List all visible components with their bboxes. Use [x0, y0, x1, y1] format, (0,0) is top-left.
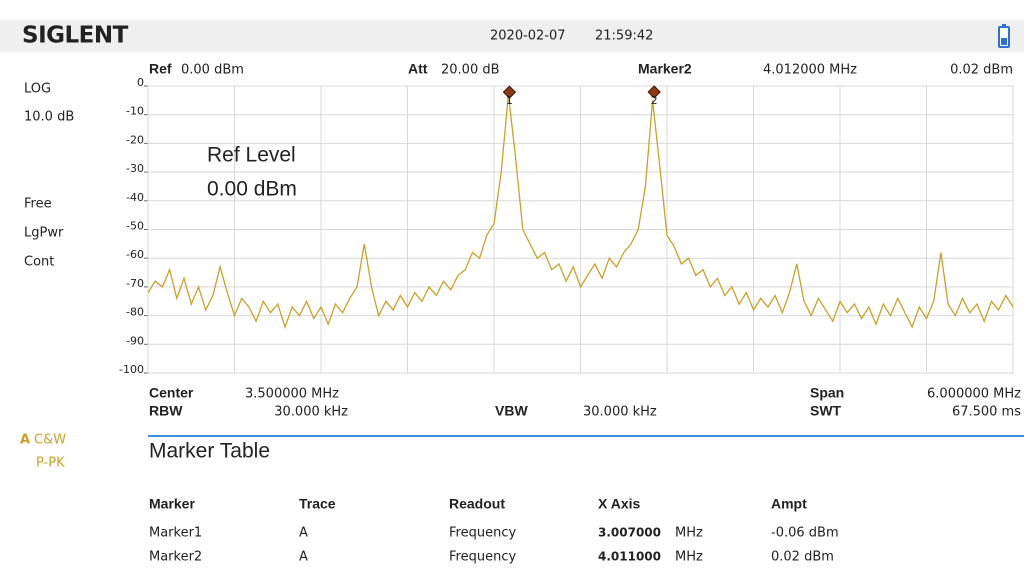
span-value: 6.000000 MHz	[927, 387, 1021, 402]
column-header: Marker	[149, 496, 195, 512]
swt-label: SWT	[810, 403, 842, 419]
side-label: LOG	[24, 82, 51, 97]
att-value: 20.00 dB	[441, 63, 500, 78]
trace-mode: C&W	[34, 433, 66, 448]
y-tick-label: -30	[126, 162, 144, 175]
y-tick-label: -60	[126, 248, 144, 261]
column-header: X Axis	[598, 496, 640, 512]
y-tick-label: -10	[126, 105, 144, 118]
side-label: Free	[24, 197, 52, 212]
trace-detector: P-PK	[36, 456, 65, 471]
vbw-value: 30.000 kHz	[583, 405, 657, 420]
y-tick-label: -40	[126, 191, 144, 204]
marker	[502, 85, 517, 99]
y-tick-label: 0	[137, 76, 144, 89]
vbw-label: VBW	[495, 403, 528, 419]
marker-label: Marker2	[638, 61, 692, 77]
rbw-label: RBW	[149, 403, 183, 419]
ref-value: 0.00 dBm	[181, 63, 244, 78]
att-label: Att	[408, 61, 428, 77]
column-header: Trace	[299, 496, 336, 512]
column-header: Ampt	[771, 496, 807, 512]
table-cell: 4.011000	[598, 550, 661, 564]
annotation: Ref Level	[207, 144, 296, 167]
span-label: Span	[810, 385, 844, 401]
table-cell: A	[299, 550, 308, 565]
table-cell: 3.007000	[598, 526, 661, 540]
trace	[147, 94, 1014, 330]
marker	[647, 85, 661, 99]
date: 2020-02-07	[490, 29, 566, 44]
trace-id: A	[20, 433, 30, 448]
y-tick-label: -90	[126, 334, 144, 347]
plot: 0 -10 -20 -30 -40 -50 -60 -70 -80 -90 -100 Ref Leve…	[119, 76, 1014, 376]
table-cell: A	[299, 526, 308, 541]
marker-label: 2	[651, 94, 658, 107]
annotation: 0.00 dBm	[207, 178, 297, 201]
time: 21:59:42	[595, 29, 653, 44]
side-label: Cont	[24, 255, 54, 270]
column-header: Readout	[449, 496, 505, 512]
y-tick-label: -50	[126, 220, 144, 233]
y-tick-label: -80	[126, 306, 144, 319]
table-title: Marker Table	[149, 440, 270, 463]
rbw-value: 30.000 kHz	[274, 405, 348, 420]
side-label: 10.0 dB	[24, 110, 74, 125]
table-cell: -0.06 dBm	[771, 526, 839, 541]
ref-label: Ref	[149, 61, 172, 77]
battery-icon	[998, 24, 1010, 48]
logo: SIGLENT	[22, 23, 129, 49]
table-cell: Frequency	[449, 526, 516, 541]
table-cell: Marker2	[149, 550, 202, 565]
table-cell: Frequency	[449, 550, 516, 565]
marker-freq: 4.012000 MHz	[763, 63, 857, 78]
center-value: 3.500000 MHz	[245, 387, 339, 402]
table-cell: Marker1	[149, 526, 202, 541]
table-cell: 0.02 dBm	[771, 550, 834, 565]
table-cell: MHz	[675, 526, 703, 541]
marker-ampt: 0.02 dBm	[950, 63, 1013, 78]
header-bar	[0, 20, 1024, 52]
marker-table: Marker Trace Readout X Axis Ampt Marker1 A Freq…	[149, 496, 839, 565]
y-tick-label: -100	[119, 363, 144, 376]
side-label: LgPwr	[24, 226, 64, 241]
y-tick-label: -70	[126, 277, 144, 290]
swt-value: 67.500 ms	[952, 405, 1021, 420]
y-tick-label: -20	[126, 133, 144, 146]
marker-label: 1	[506, 94, 513, 107]
center-label: Center	[149, 385, 194, 401]
table-cell: MHz	[675, 550, 703, 565]
